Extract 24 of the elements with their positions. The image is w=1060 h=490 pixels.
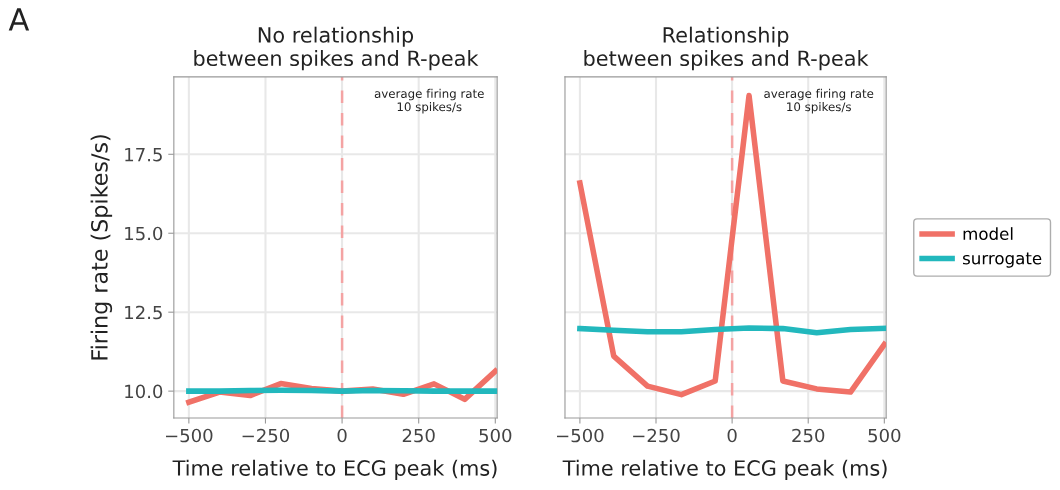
x-tick-label: −500	[165, 428, 213, 443]
x-tick-label: 250	[402, 428, 435, 443]
x-tick-label: 0	[727, 428, 737, 443]
x-tick-label: −250	[242, 428, 290, 443]
y-axis-title: Firing rate (Spikes/s)	[90, 135, 113, 360]
annotation: average firing rate 10 spikes/s	[374, 88, 484, 114]
x-tick-label: 500	[868, 428, 901, 443]
x-tick-label: −500	[557, 428, 604, 443]
chart-title: No relationship between spikes and R-peak	[194, 26, 479, 71]
y-tick-label: 12.5	[125, 305, 162, 320]
y-tick-label: 17.5	[125, 147, 162, 162]
legend-label: model	[963, 227, 1013, 241]
x-tick-label: −250	[633, 428, 680, 443]
chart-title: Relationship between spikes and R-peak	[584, 26, 869, 71]
y-tick-label: 10.0	[125, 384, 163, 399]
x-axis-title: Time relative to ECG peak (ms)	[172, 459, 497, 480]
x-tick-label: 250	[792, 428, 825, 443]
x-tick-label: 0	[337, 428, 347, 443]
y-tick-label: 15.0	[125, 226, 163, 241]
x-axis-title: Time relative to ECG peak (ms)	[562, 459, 887, 480]
legend-label: surrogate	[963, 252, 1042, 268]
x-tick-label: 500	[479, 428, 512, 443]
annotation: average firing rate 10 spikes/s	[764, 88, 874, 114]
text: A	[8, 8, 30, 31]
